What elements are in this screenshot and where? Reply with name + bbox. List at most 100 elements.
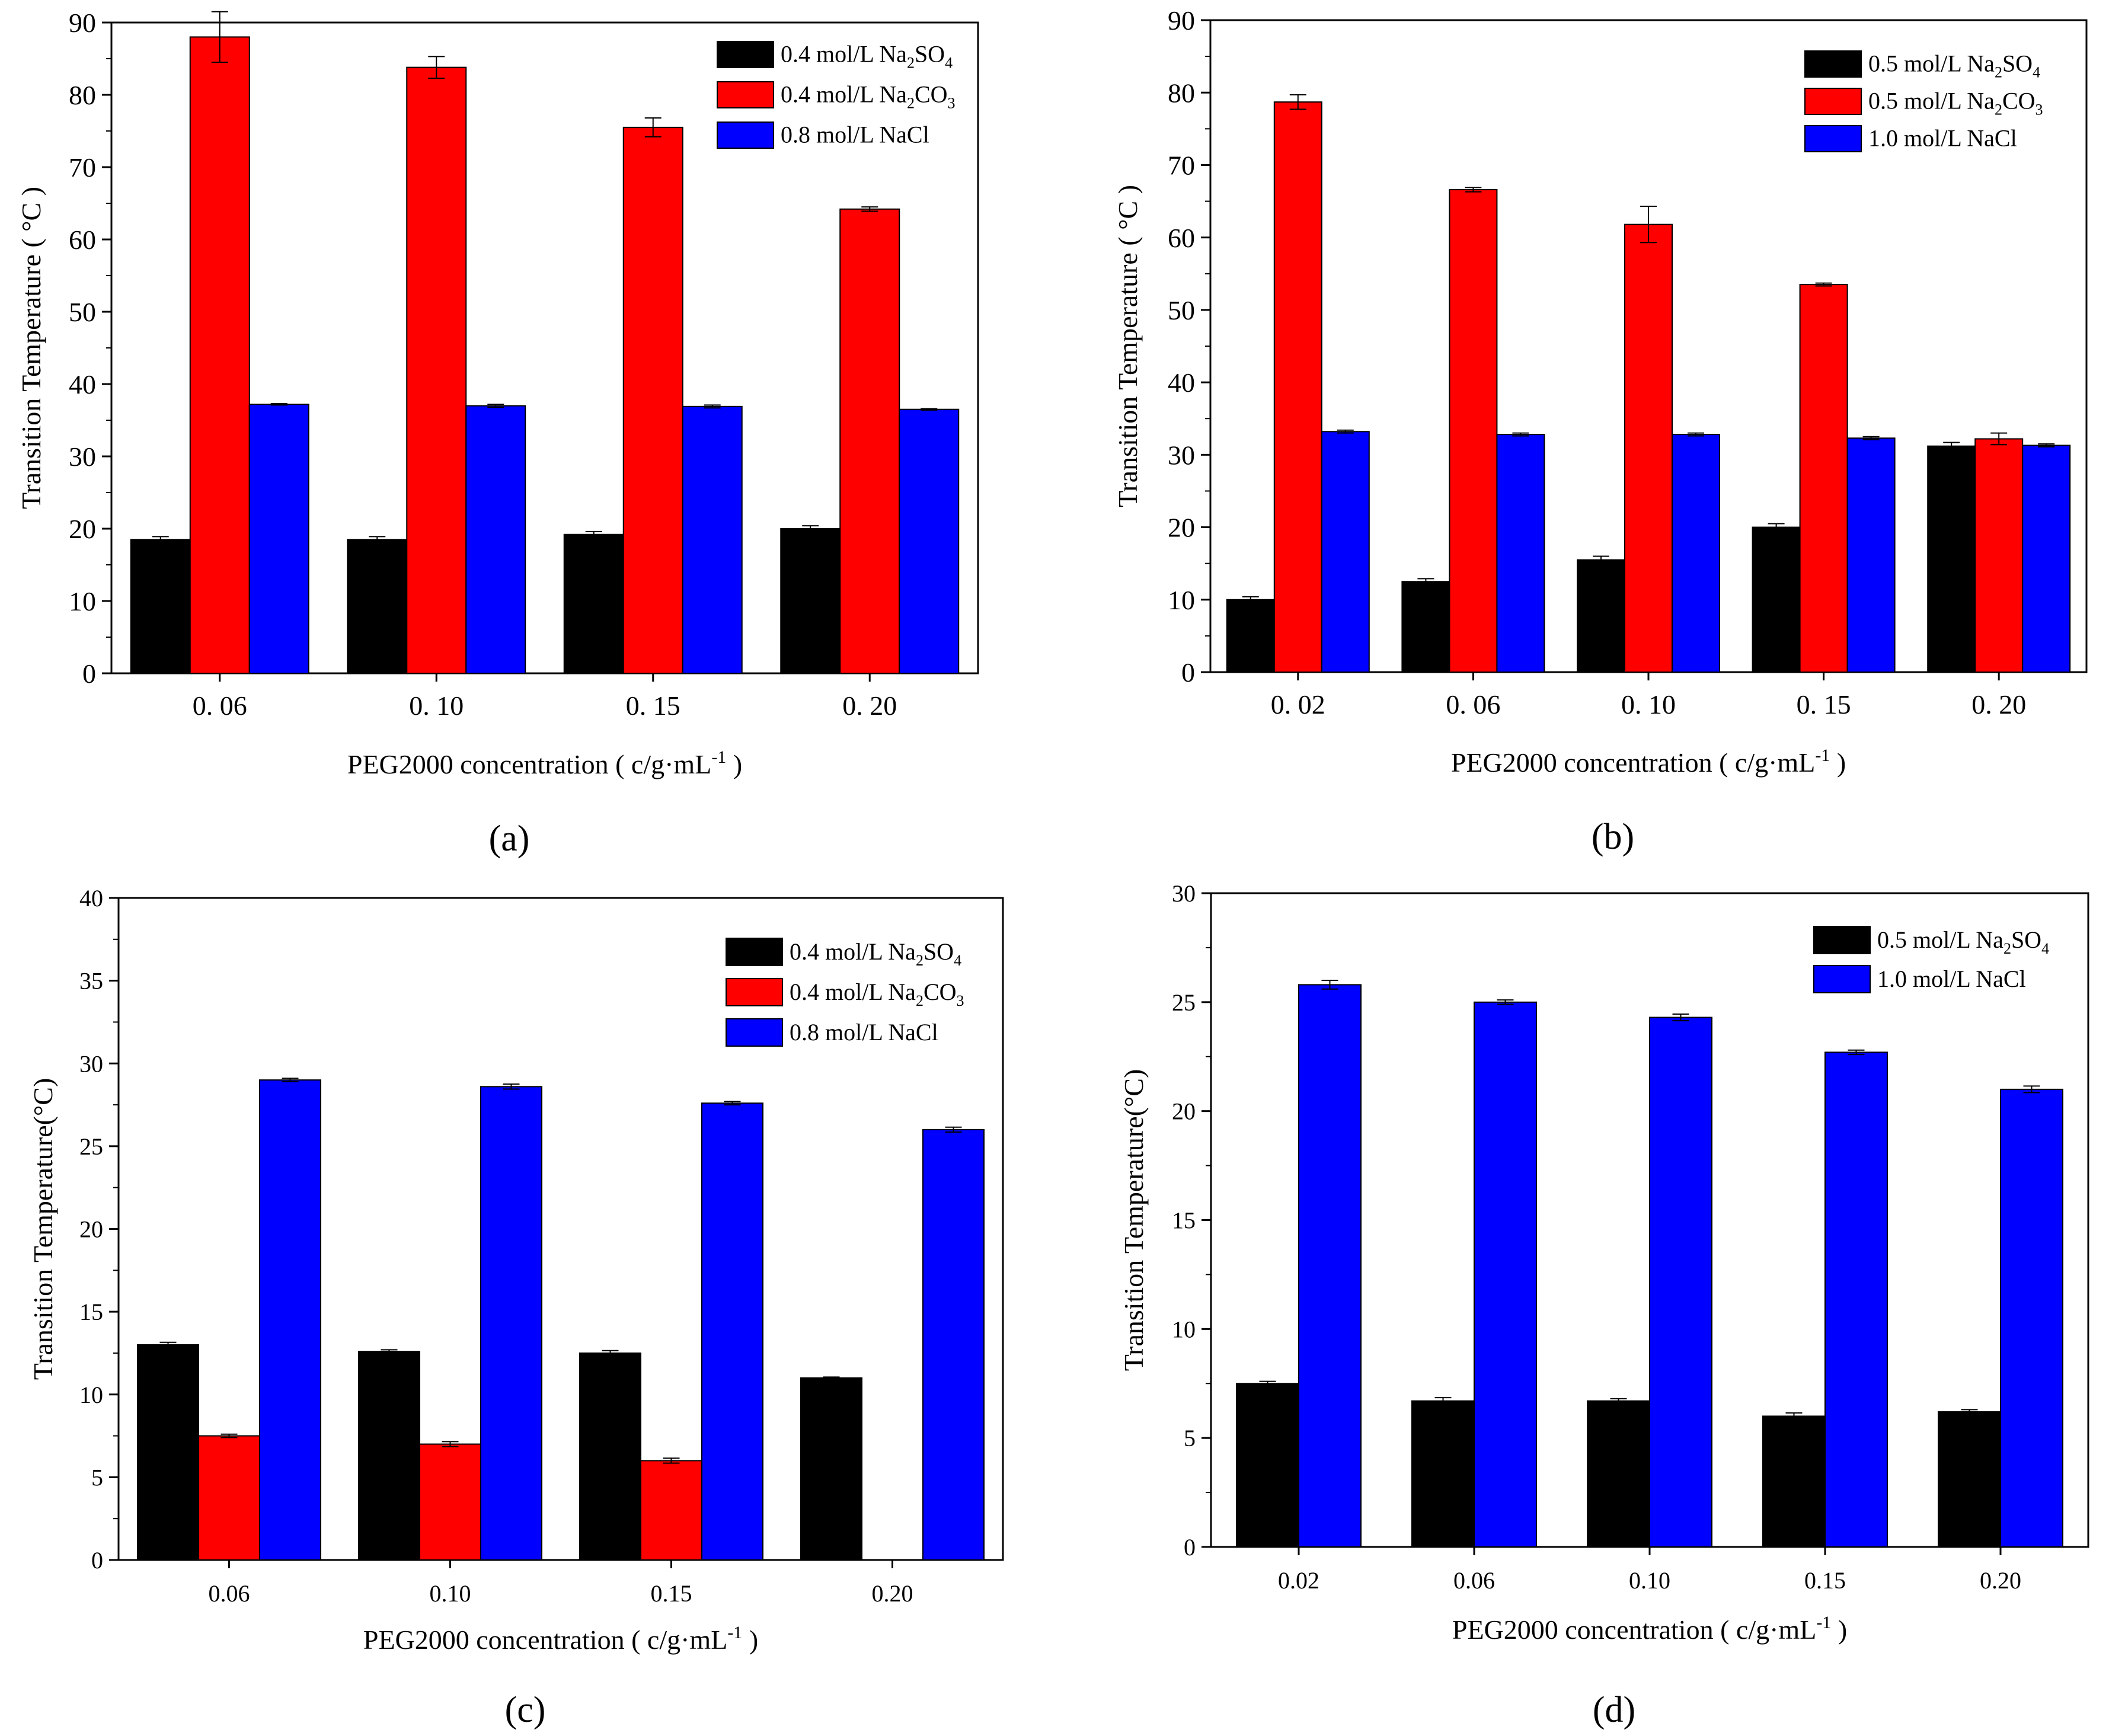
x-tick-label: 0.15: [651, 1580, 692, 1607]
legend-label: 0.5 mol/L Na2SO4: [1868, 50, 2040, 81]
x-tick-label: 0.15: [1804, 1567, 1846, 1594]
y-tick-label: 10: [1168, 585, 1195, 615]
y-tick-label: 90: [1168, 5, 1195, 36]
y-tick-label: 80: [69, 80, 96, 110]
legend-swatch-na2co3: [1804, 88, 1862, 115]
panel-label: (d): [1593, 1690, 1635, 1730]
bar-nacl: [259, 1079, 321, 1561]
bar-na2so4: [800, 1377, 862, 1561]
y-tick-label: 80: [1168, 78, 1195, 108]
legend-swatch-nacl: [717, 122, 774, 149]
legend-swatch-na2so4: [726, 938, 783, 966]
bar-na2so4: [1938, 1411, 2001, 1548]
y-tick-label: 25: [1172, 989, 1196, 1016]
y-tick-label: 15: [1172, 1207, 1196, 1234]
legend-label: 1.0 mol/L NaCl: [1868, 124, 2017, 151]
y-tick-label: 25: [79, 1133, 103, 1160]
y-axis-title: Transition Temperature(°C): [1119, 1069, 1149, 1371]
bar-na2so4: [780, 528, 841, 674]
chart-panel-a: 0 10 20 30 40 50 60 70 80 90 0. 06 0. 10 0. 15 0. 20 0…: [16, 8, 979, 859]
bar-na2co3: [640, 1460, 702, 1561]
y-tick-label: 30: [79, 1050, 103, 1077]
bar-nacl: [922, 1128, 985, 1561]
y-tick-label: 20: [1172, 1098, 1196, 1125]
x-tick-label: 0. 15: [626, 690, 680, 721]
bar-na2co3: [1974, 438, 2024, 673]
legend-label: 0.8 mol/L NaCl: [781, 121, 929, 148]
bar-na2so4: [1226, 599, 1275, 673]
legend-label: 0.5 mol/L Na2SO4: [1877, 926, 2049, 957]
x-tick-label: 0.20: [1980, 1567, 2021, 1594]
legend-swatch-na2co3: [717, 81, 774, 108]
y-tick-label: 0: [91, 1547, 103, 1574]
legend-label: 0.4 mol/L Na2CO3: [781, 81, 956, 111]
x-tick-label: 0.02: [1278, 1567, 1319, 1594]
x-axis-title: PEG2000 concentration ( c/g·mL-1 ): [347, 747, 742, 779]
bar-na2so4: [1577, 559, 1625, 673]
x-tick-label: 0. 20: [1971, 689, 2026, 720]
bar-na2co3: [1799, 284, 1848, 673]
bar-na2so4: [579, 1352, 641, 1561]
x-axis-title: PEG2000 concentration ( c/g·mL-1 ): [363, 1623, 758, 1655]
bar-na2so4: [358, 1351, 420, 1561]
y-tick-label: 70: [69, 152, 96, 183]
y-tick-label: 30: [1172, 880, 1196, 907]
legend-swatch-na2so4: [717, 41, 774, 68]
y-tick-label: 60: [1168, 223, 1195, 253]
legend-swatch-na2so4: [1813, 926, 1871, 954]
y-tick-label: 5: [91, 1464, 103, 1491]
y-tick-label: 50: [1168, 295, 1195, 325]
bar-nacl: [248, 404, 309, 674]
y-tick-label: 15: [79, 1299, 103, 1325]
y-tick-label: 10: [69, 586, 96, 616]
y-tick-label: 40: [69, 369, 96, 399]
panel-label: (c): [505, 1690, 546, 1730]
x-tick-label: 0. 10: [1621, 689, 1676, 720]
panel-label: (b): [1592, 817, 1634, 857]
bar-na2so4: [1927, 445, 1976, 673]
bar-nacl: [480, 1086, 542, 1561]
bar-na2co3: [622, 126, 683, 674]
bar-na2co3: [839, 208, 900, 674]
bar-nacl: [899, 408, 960, 674]
bar-na2so4: [130, 539, 191, 674]
panel-label: (a): [489, 819, 530, 859]
bar-na2co3: [1449, 189, 1498, 673]
bar-nacl: [2022, 445, 2071, 673]
bar-nacl: [1496, 434, 1545, 673]
y-tick-label: 40: [79, 885, 103, 912]
bar-nacl: [1824, 1051, 1888, 1548]
bar-na2co3: [1273, 101, 1322, 673]
x-tick-label: 0. 10: [409, 690, 464, 721]
bar-nacl: [1298, 984, 1362, 1548]
legend-label: 0.4 mol/L Na2SO4: [781, 40, 953, 71]
x-tick-label: 0.10: [430, 1580, 471, 1607]
legend-label: 0.4 mol/L Na2SO4: [790, 938, 961, 969]
y-axis-title: Transition Temperature(°C): [28, 1078, 58, 1380]
bar-na2so4: [1762, 1415, 1826, 1548]
bar-na2co3: [406, 66, 467, 674]
y-tick-label: 20: [69, 514, 96, 544]
bar-na2co3: [189, 36, 250, 674]
y-tick-label: 20: [79, 1216, 103, 1243]
bar-na2so4: [563, 533, 624, 674]
x-tick-label: 0. 06: [1446, 689, 1500, 720]
y-axis-title: Transition Temperature ( °C ): [1113, 185, 1143, 507]
chart-panel-d: 0 5 10 15 20 25 30 0.02 0.06 0.10 0.15 0.20 0.5 mol/…: [1119, 880, 2089, 1730]
legend-swatch-na2so4: [1804, 50, 1862, 78]
chart-panel-b: 0 10 20 30 40 50 60 70 80 90 0. 02 0. 06 0. 10 0. 15 0…: [1113, 5, 2088, 857]
x-tick-label: 0.06: [1453, 1567, 1495, 1594]
y-axis-title: Transition Temperature ( °C ): [16, 187, 46, 509]
legend-label: 1.0 mol/L NaCl: [1877, 965, 2026, 992]
bar-na2co3: [198, 1435, 260, 1561]
y-tick-label: 35: [79, 968, 103, 995]
x-tick-label: 0. 15: [1797, 689, 1851, 720]
legend-label: 0.5 mol/L Na2CO3: [1868, 87, 2043, 118]
legend-swatch-nacl: [1813, 965, 1871, 993]
x-tick-label: 0. 02: [1271, 689, 1325, 720]
y-tick-label: 0: [82, 658, 96, 689]
x-tick-label: 0. 20: [842, 690, 897, 721]
bar-na2so4: [1411, 1400, 1475, 1548]
x-tick-label: 0.10: [1629, 1567, 1670, 1594]
